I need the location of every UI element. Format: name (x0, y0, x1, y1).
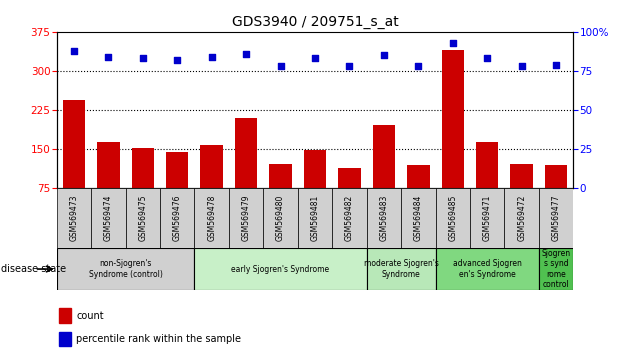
Bar (91, 188, 125, 248)
Point (172, 57, 182, 63)
Bar (442, 50, 464, 227)
Text: count: count (76, 311, 104, 321)
Bar (539, 188, 573, 248)
Bar (470, 188, 505, 248)
Bar (435, 188, 470, 248)
Bar (57, 188, 91, 248)
Bar (263, 188, 298, 248)
Bar (401, 188, 435, 248)
Bar (510, 164, 533, 227)
Bar (435, 248, 539, 290)
Bar (195, 188, 229, 248)
Bar (235, 118, 257, 227)
Bar (229, 188, 263, 248)
Text: Sjogren
s synd
rome
control: Sjogren s synd rome control (542, 249, 571, 289)
Text: GSM569472: GSM569472 (517, 194, 526, 241)
Text: early Sjogren's Syndrome: early Sjogren's Syndrome (231, 264, 329, 274)
Point (275, 63, 285, 69)
Text: GSM569474: GSM569474 (104, 194, 113, 241)
Bar (195, 248, 367, 290)
Bar (476, 142, 498, 227)
Bar (539, 248, 573, 290)
Bar (97, 142, 120, 227)
Bar (270, 164, 292, 227)
Bar (545, 165, 567, 227)
Point (103, 54, 113, 59)
Point (482, 56, 492, 61)
Text: GSM569485: GSM569485 (449, 194, 457, 241)
Title: GDS3940 / 209751_s_at: GDS3940 / 209751_s_at (232, 16, 398, 29)
Text: GSM569478: GSM569478 (207, 194, 216, 241)
Point (241, 51, 251, 57)
Bar (59, 308, 71, 323)
Point (345, 63, 355, 69)
Bar (338, 169, 360, 227)
Bar (59, 332, 71, 347)
Text: GSM569477: GSM569477 (552, 194, 561, 241)
Bar (132, 148, 154, 227)
Text: moderate Sjogren's
Syndrome: moderate Sjogren's Syndrome (364, 259, 438, 279)
Bar (407, 165, 430, 227)
Text: percentile rank within the sample: percentile rank within the sample (76, 334, 241, 344)
Bar (298, 188, 332, 248)
Text: GSM569484: GSM569484 (414, 194, 423, 241)
Point (138, 56, 148, 61)
Text: advanced Sjogren
en's Syndrome: advanced Sjogren en's Syndrome (453, 259, 522, 279)
Bar (63, 101, 85, 227)
Point (69, 48, 79, 53)
Bar (332, 188, 367, 248)
Bar (367, 188, 401, 248)
Bar (57, 248, 195, 290)
Point (310, 56, 320, 61)
Point (379, 52, 389, 58)
Text: GSM569482: GSM569482 (345, 195, 354, 241)
Text: GSM569473: GSM569473 (69, 194, 78, 241)
Point (207, 54, 217, 59)
Text: GSM569479: GSM569479 (242, 194, 251, 241)
Text: GSM569475: GSM569475 (139, 194, 147, 241)
Point (551, 62, 561, 67)
Bar (166, 152, 188, 227)
Text: GSM569480: GSM569480 (276, 194, 285, 241)
Text: non-Sjogren's
Syndrome (control): non-Sjogren's Syndrome (control) (89, 259, 163, 279)
Bar (160, 188, 195, 248)
Bar (125, 188, 160, 248)
Point (413, 63, 423, 69)
Bar (304, 150, 326, 227)
Text: GSM569471: GSM569471 (483, 194, 491, 241)
Bar (373, 125, 395, 227)
Text: GSM569483: GSM569483 (379, 194, 388, 241)
Text: GSM569481: GSM569481 (311, 195, 319, 241)
Point (448, 40, 458, 46)
Bar (200, 144, 223, 227)
Bar (505, 188, 539, 248)
Text: GSM569476: GSM569476 (173, 194, 181, 241)
Bar (367, 248, 435, 290)
Text: disease state: disease state (1, 264, 66, 274)
Point (517, 63, 527, 69)
